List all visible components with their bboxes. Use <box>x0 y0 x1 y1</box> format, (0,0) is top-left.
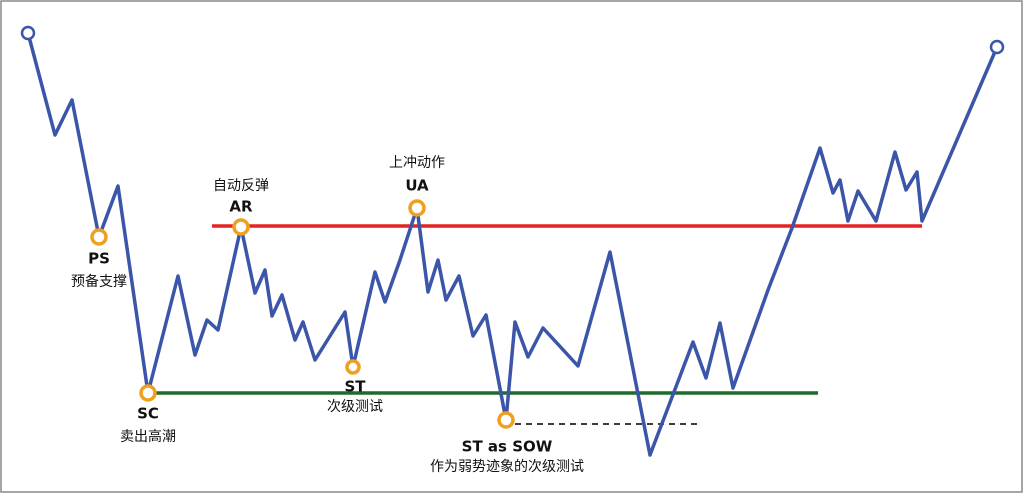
path-end <box>20 25 36 41</box>
event-label: PS <box>88 250 110 268</box>
event-description: 次级测试 <box>327 399 383 415</box>
event-marker <box>232 218 250 236</box>
event-marker <box>90 228 108 246</box>
event-markers <box>90 199 515 429</box>
event-description: 卖出高潮 <box>120 428 176 445</box>
event-label: ST <box>344 378 366 396</box>
event-marker <box>139 384 157 402</box>
event-marker <box>408 199 426 217</box>
path-end <box>989 39 1005 55</box>
event-marker <box>497 411 515 429</box>
event-label: ST as SOW <box>462 438 553 456</box>
event-marker <box>345 359 361 375</box>
event-label: UA <box>405 177 429 195</box>
event-description: 自动反弹 <box>213 178 269 194</box>
event-label: SC <box>137 405 159 423</box>
price-path <box>26 32 999 457</box>
event-description: 上冲动作 <box>389 155 445 171</box>
event-description: 预备支撑 <box>71 273 127 290</box>
event-description: 作为弱势迹象的次级测试 <box>430 459 584 475</box>
event-label: AR <box>229 198 253 216</box>
